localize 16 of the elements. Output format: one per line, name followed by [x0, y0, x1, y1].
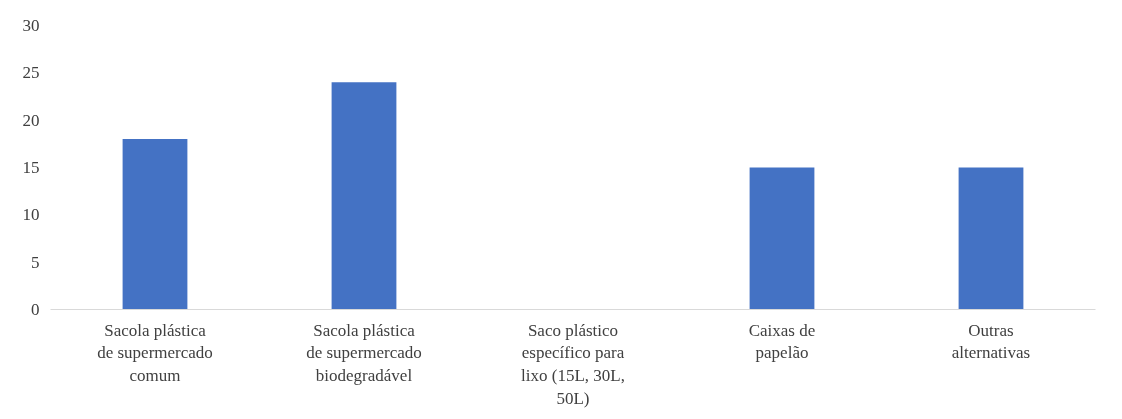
bar [331, 82, 397, 310]
bar [749, 167, 815, 310]
x-tick-label: Sacola plástica de supermercado biodegradável [306, 320, 422, 386]
y-tick-label: 30 [22, 16, 40, 35]
y-tick-label: 0 [31, 300, 40, 319]
x-tick-label: Outras alternativas [951, 320, 1031, 363]
y-tick-label: 10 [22, 205, 40, 225]
x-tick-label: Sacola plástica de supermercado comum [97, 320, 213, 386]
y-tick-label: 25 [22, 63, 40, 83]
x-tick-label: Saco plástico específico para lixo (15L, 30L, 50L) [521, 320, 625, 408]
y-tick-label: 5 [31, 252, 40, 272]
y-tick-label: 15 [22, 158, 40, 177]
bar [958, 167, 1024, 310]
x-tick-label: Caixas de papelão [748, 320, 816, 363]
y-tick-label: 20 [22, 110, 40, 130]
bar [122, 139, 188, 310]
